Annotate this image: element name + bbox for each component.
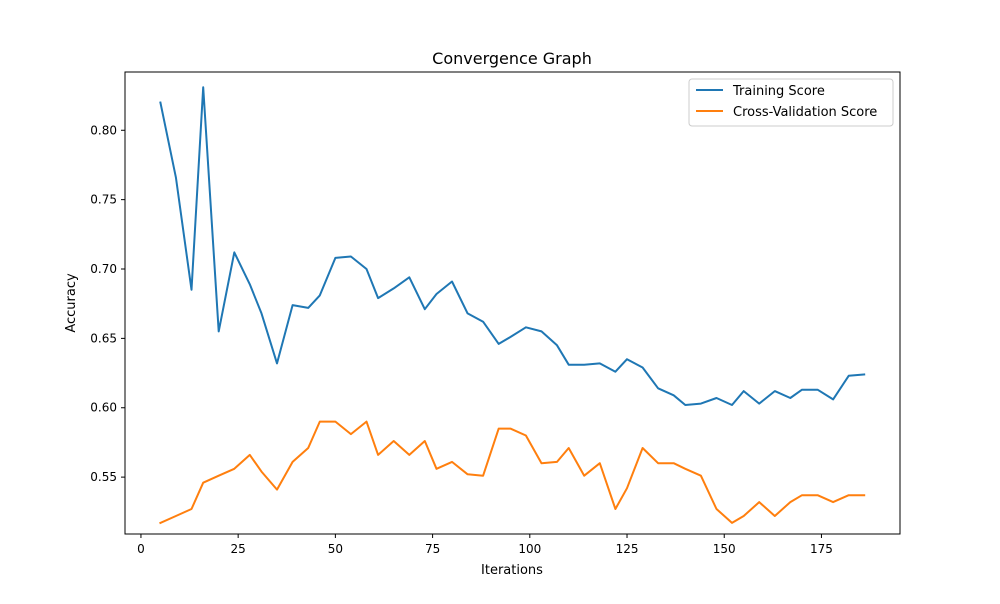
y-tick-label: 0.65 (90, 331, 117, 345)
chart-title: Convergence Graph (432, 49, 592, 68)
plot-area (125, 72, 900, 534)
legend: Training Score Cross-Validation Score (688, 78, 894, 127)
y-tick-label: 0.60 (90, 401, 117, 415)
y-axis-ticks: 0.55 0.60 0.65 0.70 0.75 0.80 (90, 123, 125, 484)
y-tick-label: 0.75 (90, 193, 117, 207)
x-tick-label: 50 (328, 542, 343, 556)
y-tick-label: 0.55 (90, 470, 117, 484)
y-tick-label: 0.80 (90, 123, 117, 137)
x-axis-ticks: 0 25 50 75 100 125 150 175 (137, 534, 833, 556)
y-axis-label: Accuracy (64, 273, 79, 333)
legend-label-cross-validation: Cross-Validation Score (733, 105, 877, 120)
series-line-1 (159, 420, 866, 525)
x-tick-label: 0 (137, 542, 145, 556)
x-tick-label: 100 (518, 542, 541, 556)
legend-label-training: Training Score (732, 84, 825, 99)
y-tick-label: 0.70 (90, 262, 117, 276)
x-tick-label: 75 (425, 542, 440, 556)
x-tick-label: 25 (231, 542, 246, 556)
x-tick-label: 175 (810, 542, 833, 556)
x-tick-label: 125 (616, 542, 639, 556)
x-axis-label: Iterations (481, 563, 543, 578)
plot-frame (124, 71, 901, 535)
series-line-0 (159, 86, 866, 406)
legend-box (688, 78, 894, 127)
x-tick-label: 150 (713, 542, 736, 556)
series-layer (159, 86, 866, 525)
